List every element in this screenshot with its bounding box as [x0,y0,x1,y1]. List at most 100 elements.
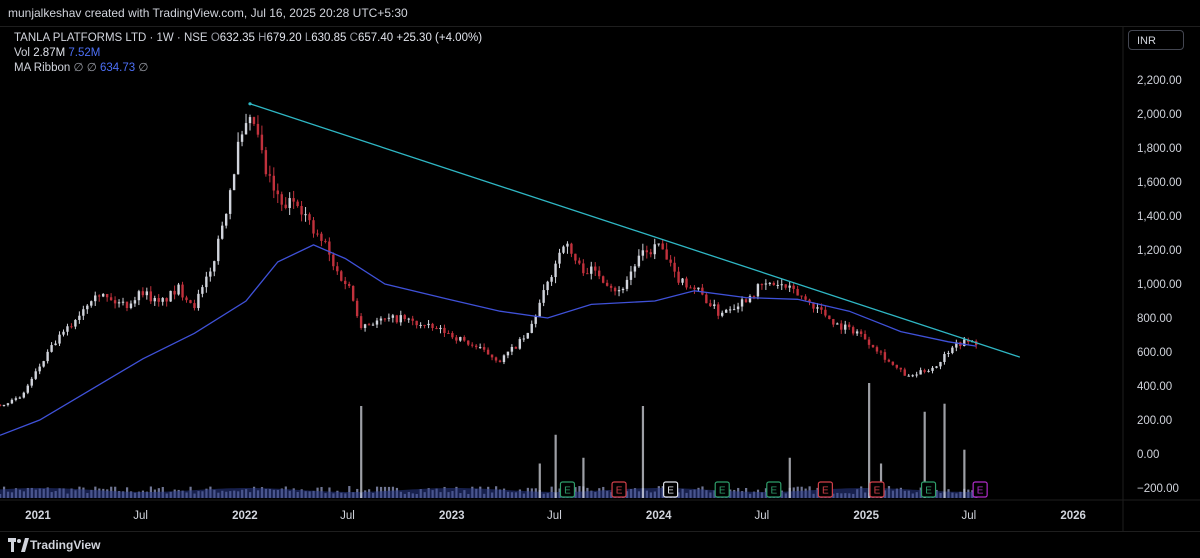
candle-body [605,282,609,286]
ma-ribbon-line [0,244,977,436]
candle-body [836,323,839,325]
chart-legend: TANLA PLATFORMS LTD · 1W · NSE O632.35 H… [14,31,482,76]
candle-body [367,324,371,326]
candle-body [109,297,113,301]
candle-body [939,361,942,367]
candle-body [320,233,323,241]
candle-body [58,334,61,344]
candle-body [748,296,752,303]
earnings-marker-label: E [925,486,932,497]
candle-body [221,225,224,239]
candle-body [697,287,700,290]
y-tick-label: 1,000.00 [1137,279,1182,291]
candle-body [86,305,89,310]
ma-ribbon-row[interactable]: MA Ribbon ∅ ∅ 634.73 ∅ [14,61,482,76]
candle-body [887,359,891,362]
candle-body [844,324,847,330]
candle-body [685,278,688,288]
candle-body [308,214,311,221]
candle-body [637,255,641,267]
candle-body [788,285,791,288]
candle-body [629,271,633,280]
candle-body [244,123,248,135]
candle-body [411,318,414,321]
candle-body [867,339,871,345]
candle-body [895,364,899,368]
volume-spike-bar [943,403,946,498]
candle-body [66,326,69,332]
candle-body [542,290,545,303]
candle-body [252,117,256,124]
candle-body [74,319,77,327]
candle-body [197,293,200,309]
candle-body [883,352,887,360]
candle-body [18,397,22,399]
candle-body [613,287,617,292]
candle-body [816,307,819,309]
y-tick-label: 400.00 [1137,381,1172,393]
candle-body [153,298,156,302]
candle-body [776,284,779,286]
candle-body [828,315,831,320]
volume-spike-bar [538,463,541,498]
candle-body [796,288,799,296]
candle-body [54,343,57,346]
x-tick-label: 2022 [232,510,258,522]
candle-body [550,277,553,282]
candle-body [248,117,252,124]
candle-body [348,284,351,286]
candle-body [502,355,506,363]
candle-body [340,271,343,281]
high-label: H [258,32,267,44]
candle-body [653,244,656,255]
candle-body [205,276,208,288]
currency-selector[interactable]: INR [1128,30,1184,50]
candle-body [296,201,299,206]
candle-body [784,284,787,288]
candle-body [530,323,533,333]
candle-body [181,284,184,298]
close-label: C [349,32,358,44]
candle-body [764,283,768,285]
candle-body [129,303,133,308]
candle-body [161,298,164,302]
candle-body [474,345,478,348]
candle-body [689,287,692,289]
candle-body [506,351,510,356]
candle-body [355,300,359,317]
candle-body [578,260,581,264]
candle-body [427,323,430,326]
candle-body [324,240,327,242]
candle-body [2,404,6,406]
earnings-marker-label: E [822,486,829,497]
candle-body [62,331,65,335]
candle-body [832,319,835,325]
candle-body [514,346,518,349]
candle-body [594,266,597,271]
x-tick-label: Jul [547,510,562,522]
candle-body [435,328,438,330]
candle-body [312,220,315,234]
candle-body [911,375,914,377]
candle-body [709,303,712,307]
volume-row[interactable]: Vol 2.87M 7.52M [14,46,482,61]
candle-body [546,281,549,291]
trendline [249,103,1021,358]
volume-spike-bar [868,383,871,498]
volume-ma-area [0,488,977,498]
candle-body [554,263,557,278]
earnings-marker-label: E [719,486,726,497]
x-tick-label: 2026 [1060,510,1086,522]
candle-body [165,298,168,302]
candle-body [863,333,867,340]
candle-body [566,243,569,247]
earnings-marker-label: E [564,486,571,497]
candle-body [756,284,760,297]
candle-body [443,327,446,334]
earnings-marker [559,481,576,498]
symbol-name[interactable]: TANLA PLATFORMS LTD · 1W · NSE [14,32,208,44]
candle-body [455,337,458,341]
candle-body [391,315,395,318]
candle-body [641,250,645,256]
